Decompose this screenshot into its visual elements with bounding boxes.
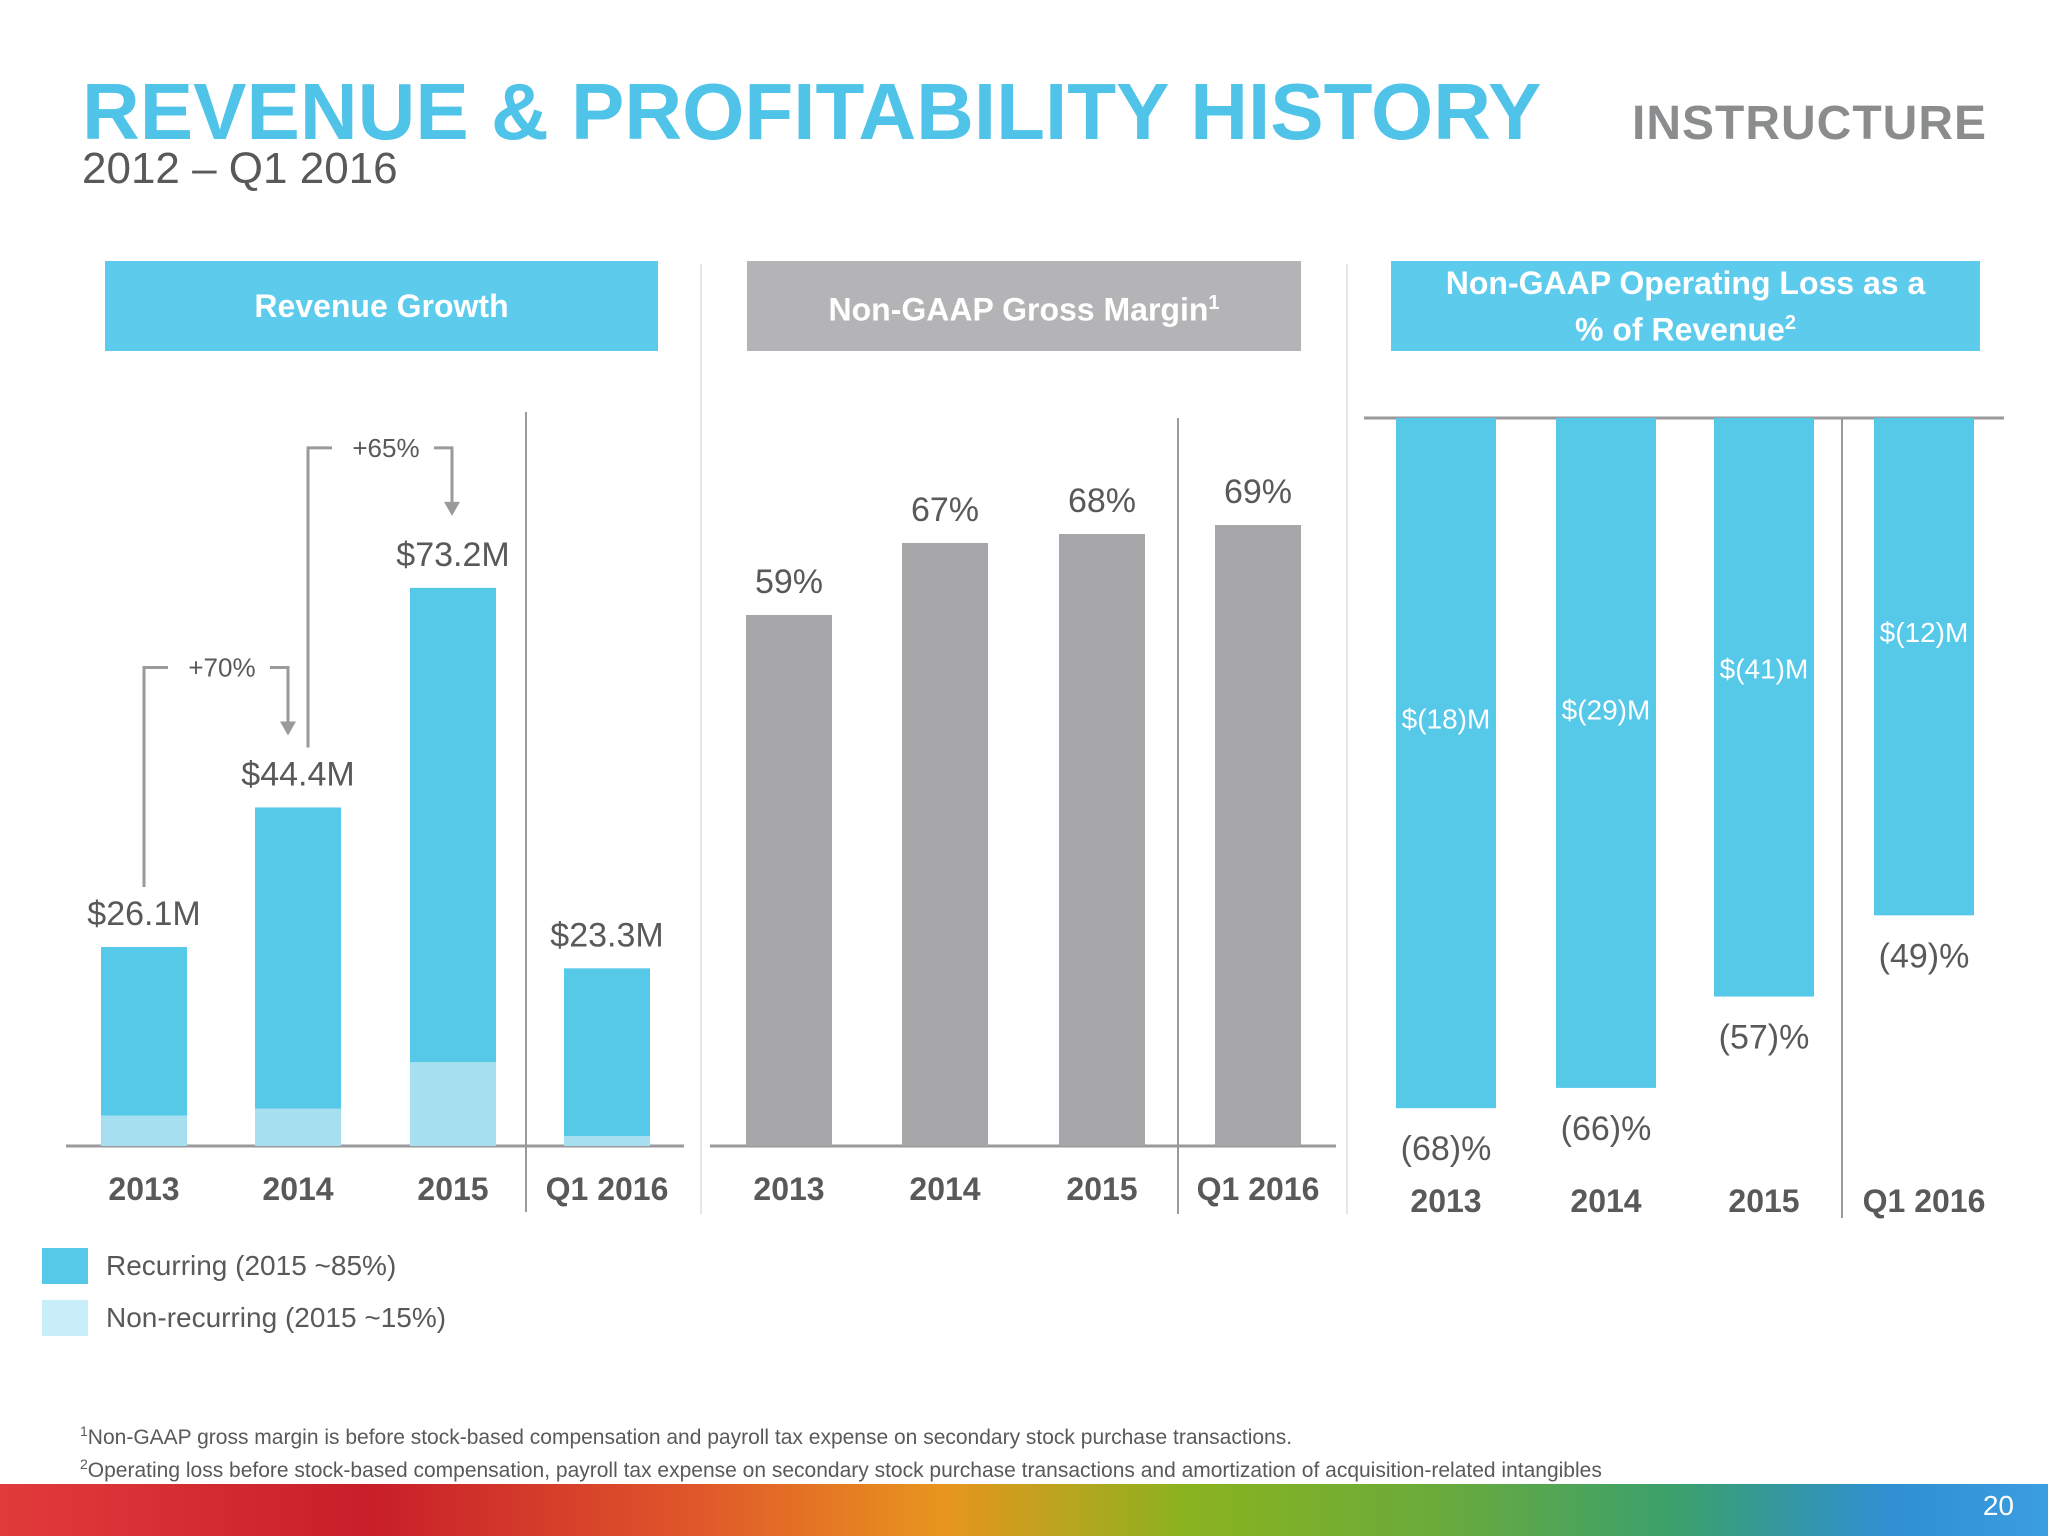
panel-divider xyxy=(1346,264,1348,1214)
dollar-loss-label: $(41)M xyxy=(1720,653,1809,684)
bar-gross-margin xyxy=(902,543,988,1146)
panel-header-gross-margin: Non-GAAP Gross Margin1 xyxy=(747,261,1301,351)
legend-swatch xyxy=(42,1300,88,1336)
bar-gross-margin xyxy=(746,615,832,1146)
panel-header-revenue-growth: Revenue Growth xyxy=(105,261,658,351)
bar-operating-loss xyxy=(1556,418,1656,1088)
x-tick-label: 2014 xyxy=(1570,1183,1641,1219)
footnote-text: Operating loss before stock-based compen… xyxy=(87,1459,1602,1482)
footnote-marker: 2 xyxy=(1784,311,1796,334)
growth-bracket xyxy=(434,446,454,504)
legend-item-non-recurring: Non-recurring (2015 ~15%) xyxy=(42,1298,446,1338)
footnotes: 1Non-GAAP gross margin is before stock-b… xyxy=(80,1418,1602,1484)
x-tick-label: 2014 xyxy=(909,1171,980,1207)
legend-swatch xyxy=(42,1248,88,1284)
dollar-loss-label: $(18)M xyxy=(1402,704,1491,735)
slide-subtitle: 2012 – Q1 2016 xyxy=(82,144,398,193)
footnote-text: Non-GAAP gross margin is before stock-ba… xyxy=(87,1426,1293,1449)
data-label: 67% xyxy=(911,491,979,529)
bar-non-recurring xyxy=(101,1115,187,1146)
x-tick-label: Q1 2016 xyxy=(546,1171,669,1207)
legend-label: Non-recurring (2015 ~15%) xyxy=(106,1302,447,1333)
x-tick-label: 2013 xyxy=(108,1171,179,1207)
data-label: (66)% xyxy=(1561,1110,1652,1148)
growth-arrow xyxy=(444,501,460,516)
growth-arrow xyxy=(280,721,296,736)
dollar-loss-label: $(12)M xyxy=(1880,617,1969,648)
footnote-marker: 2 xyxy=(80,1456,88,1472)
x-tick-label: Q1 2016 xyxy=(1863,1183,1986,1219)
data-label: $23.3M xyxy=(550,916,663,954)
charts-canvas: $26.1M 2013 $44.4M 2014 $73.2M 2015 $23.3M Q1 2… xyxy=(66,412,2004,1219)
data-label: $26.1M xyxy=(87,895,200,933)
x-tick-label: 2015 xyxy=(1728,1183,1799,1219)
instructure-logo: INSTRUCTURE xyxy=(1632,97,1987,150)
bar-recurring xyxy=(255,807,341,1109)
page-number: 20 xyxy=(1982,1490,2014,1521)
x-tick-label: 2014 xyxy=(262,1171,333,1207)
panel-header-operating-loss: Non-GAAP Operating Loss as a % of Revenu… xyxy=(1391,261,1980,351)
x-tick-label: 2013 xyxy=(1410,1183,1481,1219)
chart-legend: Recurring (2015 ~85%) Non-recurring (201… xyxy=(42,1246,446,1350)
data-label: 68% xyxy=(1068,482,1136,520)
x-tick-label: Q1 2016 xyxy=(1197,1171,1320,1207)
slide-title: REVENUE & PROFITABILITY HISTORY xyxy=(82,67,1542,156)
legend-item-recurring: Recurring (2015 ~85%) xyxy=(42,1246,446,1286)
x-tick-label: 2015 xyxy=(417,1171,488,1207)
growth-label: +65% xyxy=(352,433,419,463)
bar-recurring xyxy=(564,968,650,1137)
footnote-marker: 1 xyxy=(1208,291,1220,314)
data-label: (57)% xyxy=(1719,1019,1810,1057)
growth-bracket xyxy=(306,446,332,748)
panel-header-label: Non-GAAP Gross Margin xyxy=(828,291,1209,328)
bar-operating-loss xyxy=(1714,418,1814,997)
data-label: (68)% xyxy=(1401,1130,1492,1168)
growth-bracket xyxy=(142,665,168,887)
bar-gross-margin xyxy=(1059,534,1145,1146)
bar-recurring xyxy=(101,946,187,1116)
data-label: 59% xyxy=(755,563,823,601)
bar-operating-loss xyxy=(1874,418,1974,916)
bar-non-recurring xyxy=(255,1108,341,1146)
growth-bracket xyxy=(270,665,290,724)
data-label: $73.2M xyxy=(396,536,509,574)
data-label: (49)% xyxy=(1879,937,1970,975)
decorative-color-band xyxy=(0,1484,2048,1536)
panel-header-label: Non-GAAP Operating Loss as a % of Revenu… xyxy=(1445,264,1926,348)
bar-operating-loss xyxy=(1396,418,1496,1109)
x-tick-label: 2013 xyxy=(753,1171,824,1207)
footnote-2: 2Operating loss before stock-based compe… xyxy=(80,1451,1602,1484)
legend-label: Recurring (2015 ~85%) xyxy=(106,1250,397,1281)
growth-label: +70% xyxy=(188,652,255,682)
data-label: 69% xyxy=(1224,473,1292,511)
footnote-marker: 1 xyxy=(80,1423,88,1439)
panel-divider xyxy=(700,264,702,1214)
bar-recurring xyxy=(410,587,496,1063)
x-tick-label: 2015 xyxy=(1066,1171,1137,1207)
data-label: $44.4M xyxy=(241,755,354,793)
bar-non-recurring xyxy=(564,1136,650,1146)
bar-non-recurring xyxy=(410,1062,496,1146)
footnote-1: 1Non-GAAP gross margin is before stock-b… xyxy=(80,1418,1602,1451)
dollar-loss-label: $(29)M xyxy=(1562,694,1651,725)
panel-header-label: Revenue Growth xyxy=(254,288,509,324)
bar-gross-margin xyxy=(1215,525,1301,1146)
